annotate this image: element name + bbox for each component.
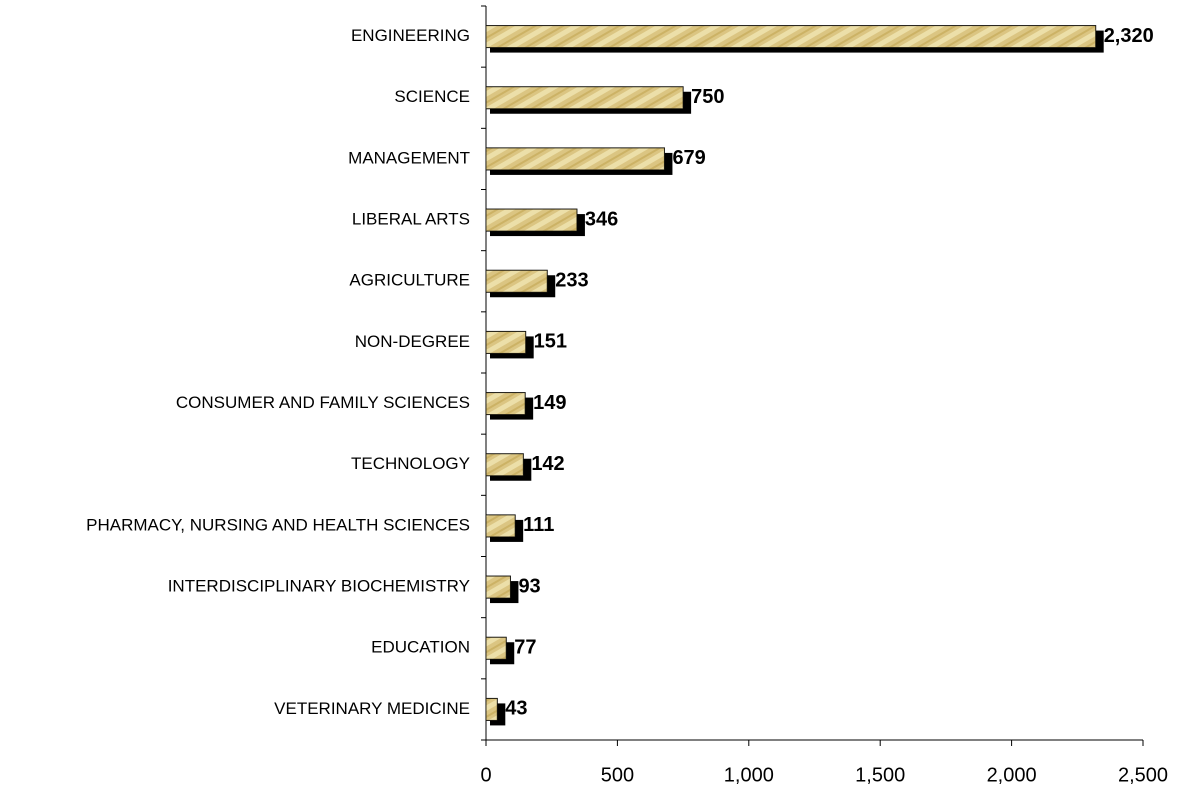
y-tick-label: LIBERAL ARTS	[352, 210, 470, 229]
bar	[485, 330, 527, 354]
x-tick-label: 2,500	[1118, 764, 1168, 786]
value-label: 149	[533, 392, 566, 414]
value-label: 346	[585, 208, 618, 230]
bar-tint	[486, 270, 548, 293]
y-tick-label: CONSUMER AND FAMILY SCIENCES	[176, 393, 470, 412]
x-tick-label: 1,500	[855, 764, 905, 786]
value-label: 151	[534, 331, 567, 353]
y-tick-label: AGRICULTURE	[349, 271, 470, 290]
y-tick-label: VETERINARY MEDICINE	[274, 699, 470, 718]
bar	[485, 147, 665, 171]
bar-tint	[486, 576, 511, 599]
x-tick-label: 0	[480, 764, 491, 786]
bar-tint	[486, 637, 507, 660]
bar-tint	[486, 331, 526, 354]
bar	[485, 25, 1097, 49]
y-tick-label: ENGINEERING	[351, 26, 470, 45]
y-tick-label: MANAGEMENT	[348, 148, 470, 167]
bar	[485, 453, 524, 477]
bar-tint	[486, 209, 577, 232]
value-label: 43	[505, 698, 527, 720]
value-label: 111	[523, 514, 554, 536]
bar	[485, 392, 526, 416]
bar	[485, 208, 578, 232]
value-label: 233	[555, 270, 588, 292]
bar	[485, 636, 507, 660]
value-label: 750	[691, 86, 724, 108]
x-tick-label: 2,000	[987, 764, 1037, 786]
y-tick-label: SCIENCE	[394, 87, 470, 106]
value-label: 77	[514, 637, 536, 659]
y-tick-label: TECHNOLOGY	[351, 454, 470, 473]
bar	[485, 575, 511, 599]
bar-tint	[486, 147, 665, 170]
value-label: 2,320	[1104, 25, 1154, 47]
y-tick-label: INTERDISCIPLINARY BIOCHEMISTRY	[168, 577, 470, 596]
value-label: 142	[531, 453, 564, 475]
bar	[485, 514, 516, 538]
bar-tint	[486, 453, 524, 476]
value-label: 679	[672, 147, 705, 169]
y-tick-label: PHARMACY, NURSING AND HEALTH SCIENCES	[86, 515, 470, 534]
x-tick-label: 500	[601, 764, 634, 786]
y-tick-label: NON-DEGREE	[355, 332, 470, 351]
bar-tint	[486, 698, 498, 721]
bar-tint	[486, 514, 516, 537]
bar	[485, 269, 548, 293]
value-label: 93	[518, 575, 540, 597]
x-tick-label: 1,000	[724, 764, 774, 786]
bar	[485, 86, 684, 110]
bar-tint	[486, 86, 684, 109]
y-tick-label: EDUCATION	[371, 638, 470, 657]
bar-tint	[486, 392, 526, 415]
bar	[485, 697, 498, 721]
bar-tint	[486, 25, 1096, 48]
